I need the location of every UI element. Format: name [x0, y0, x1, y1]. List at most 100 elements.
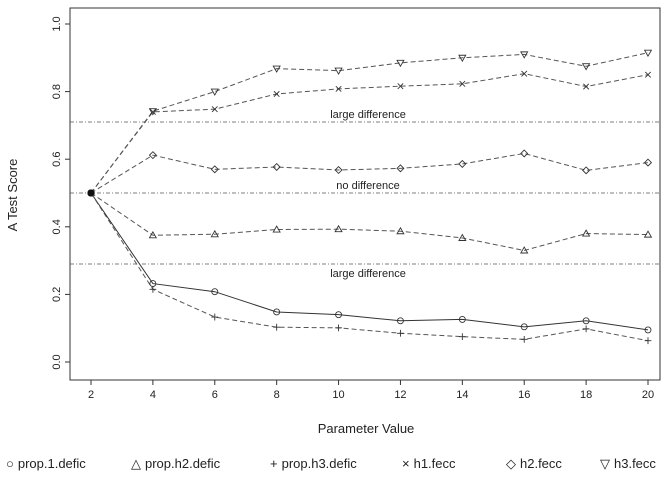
data-point-h2.fecc: [458, 159, 467, 168]
data-point-h2.fecc: [520, 149, 529, 158]
data-point-h1.fecc: [521, 70, 528, 77]
data-point-h1.fecc: [644, 71, 652, 78]
y-tick-label: 0.6: [51, 152, 63, 167]
y-tick-label: 0.4: [51, 219, 63, 234]
data-point-prop.h3.defic: [520, 335, 528, 343]
data-point-prop.h2.defic: [148, 230, 158, 239]
data-point-prop.h2.defic: [520, 246, 529, 254]
data-point-prop.h2.defic: [334, 224, 343, 233]
series-line-prop.h3.defic: [90, 192, 649, 342]
y-tick-label: 0.8: [51, 84, 63, 99]
legend-symbol: +: [270, 456, 278, 471]
series-line-prop.h2.defic: [90, 192, 649, 251]
data-point-prop.1.defic: [211, 288, 219, 296]
chart: large difference no difference large diffe…: [5, 7, 661, 436]
data-point-h3.fecc: [272, 65, 281, 73]
x-tick-label: 12: [394, 389, 406, 401]
legend: ○ prop.1.defic △ prop.h2.defic + prop.h3.defi…: [0, 456, 669, 476]
data-point-h1.fecc: [459, 80, 466, 87]
legend-item-h2.fecc: ◇ h2.fecc: [506, 456, 562, 472]
data-point-prop.1.defic: [335, 311, 343, 319]
data-point-prop.h3.defic: [458, 333, 466, 341]
x-tick-label: 2: [88, 389, 94, 401]
data-point-h3.fecc: [643, 49, 653, 58]
data-point-prop.1.defic: [458, 315, 466, 323]
data-point-prop.1.defic: [396, 317, 404, 325]
series-line-h1.fecc: [90, 73, 649, 194]
data-point-h3.fecc: [334, 67, 343, 75]
data-point-prop.h3.defic: [273, 323, 281, 331]
legend-label: h2.fecc: [520, 456, 562, 471]
data-point-prop.1.defic: [273, 308, 281, 316]
data-point-h3.fecc: [581, 63, 591, 71]
data-point-prop.h2.defic: [272, 225, 281, 233]
legend-item-prop.1.defic: ○ prop.1.defic: [6, 456, 86, 471]
x-tick-label: 4: [150, 389, 156, 401]
reference-line-label: large difference: [330, 109, 406, 121]
data-point-prop.h3.defic: [335, 324, 342, 332]
data-point-h3.fecc: [520, 51, 529, 59]
reference-line-label: no difference: [336, 180, 399, 192]
plot-frame: [69, 7, 661, 381]
y-tick-label: 0.0: [51, 354, 63, 369]
x-tick-label: 8: [274, 389, 280, 401]
legend-label: prop.h2.defic: [145, 456, 221, 471]
series-line-prop.1.defic: [90, 192, 649, 331]
data-point-prop.h2.defic: [581, 229, 591, 237]
legend-symbol: ◇: [506, 456, 516, 471]
data-point-h3.fecc: [210, 88, 219, 96]
data-point-h2.fecc: [396, 164, 405, 173]
data-point-h3.fecc: [148, 108, 158, 116]
legend-symbol: △: [131, 456, 141, 471]
x-tick-label: 14: [456, 389, 468, 401]
series-line-h2.fecc: [90, 152, 649, 194]
legend-symbol: ×: [402, 456, 410, 471]
data-point-prop.h3.defic: [644, 337, 652, 345]
x-tick-label: 20: [642, 389, 654, 401]
legend-label: h1.fecc: [413, 456, 456, 471]
x-tick-label: 16: [518, 389, 530, 401]
data-point-prop.h2.defic: [210, 229, 219, 238]
y-axis-label: A Test Score: [5, 159, 20, 232]
data-point-h1.fecc: [211, 106, 218, 113]
legend-item-h3.fecc: ▽ h3.fecc: [600, 456, 656, 472]
data-point-h3.fecc: [458, 54, 467, 63]
data-point-h2.fecc: [210, 165, 219, 174]
y-tick-label: 1.0: [51, 16, 63, 31]
legend-label: h3.fecc: [614, 456, 656, 471]
data-point-h1.fecc: [335, 85, 342, 92]
data-point-prop.h3.defic: [582, 325, 590, 333]
data-point-h1.fecc: [273, 90, 280, 98]
data-point-prop.h2.defic: [643, 230, 653, 238]
data-point-prop.h2.defic: [396, 226, 405, 235]
data-point-h3.fecc: [87, 189, 95, 197]
data-point-h1.fecc: [397, 83, 404, 90]
y-tick-label: 0.2: [51, 287, 63, 302]
legend-label: prop.h3.defic: [281, 456, 357, 471]
legend-item-h1.fecc: × h1.fecc: [402, 456, 456, 471]
data-point-prop.h3.defic: [397, 329, 404, 337]
data-point-prop.h3.defic: [149, 285, 157, 293]
x-axis-label: Parameter Value: [318, 421, 415, 436]
x-tick-label: 18: [580, 389, 592, 401]
data-point-h2.fecc: [334, 165, 343, 175]
legend-symbol: ▽: [600, 456, 610, 471]
data-point-h3.fecc: [396, 59, 405, 68]
series-line-h3.fecc: [90, 52, 649, 194]
legend-item-prop.h2.defic: △ prop.h2.defic: [131, 456, 220, 472]
data-point-h1.fecc: [149, 108, 156, 115]
data-point-h2.fecc: [148, 151, 157, 160]
data-point-h2.fecc: [582, 166, 591, 175]
data-point-h1.fecc: [583, 83, 590, 90]
data-point-h2.fecc: [272, 162, 281, 172]
data-point-h2.fecc: [643, 158, 653, 167]
legend-symbol: ○: [6, 456, 14, 471]
legend-label: prop.1.defic: [17, 456, 86, 471]
x-tick-label: 6: [212, 389, 218, 401]
x-tick-label: 10: [332, 389, 344, 401]
data-point-prop.1.defic: [582, 317, 590, 325]
data-point-prop.h2.defic: [458, 233, 467, 241]
reference-line-label: large difference: [330, 268, 406, 280]
legend-item-prop.h3.defic: + prop.h3.defic: [270, 456, 357, 471]
data-point-prop.h3.defic: [211, 313, 219, 321]
